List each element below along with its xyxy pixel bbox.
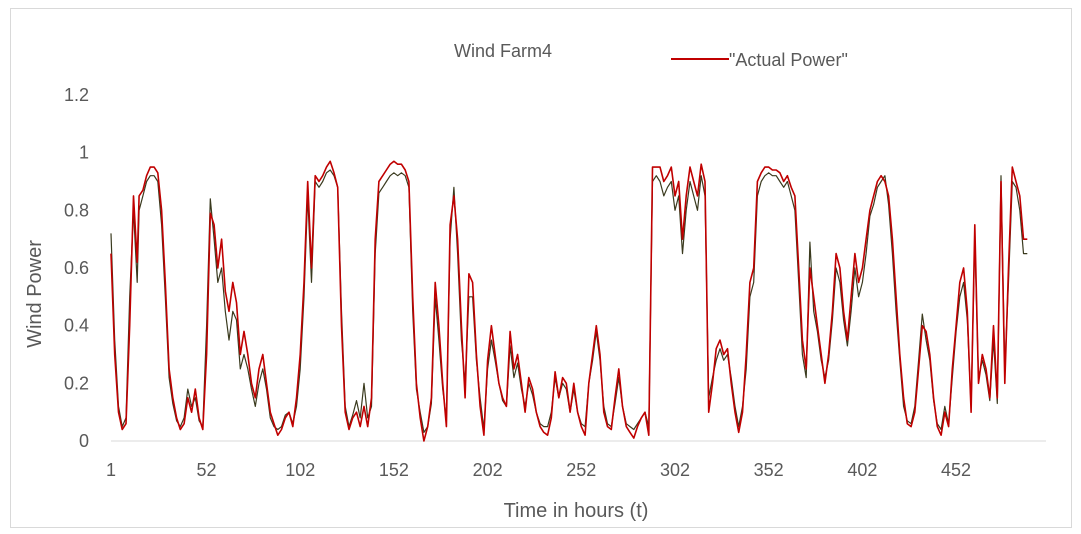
y-tick-label: 0 — [79, 431, 89, 451]
y-tick-label: 0.6 — [64, 258, 89, 278]
y-tick-label: 1 — [79, 143, 89, 163]
x-tick-label: 52 — [197, 460, 217, 480]
x-axis-ticks: 1 52 102 152 202 252 302 352 402 452 — [106, 460, 971, 480]
series-layer — [110, 160, 1028, 442]
x-tick-label: 252 — [566, 460, 596, 480]
series-line-actual-power — [110, 160, 1028, 442]
chart-title: Wind Farm4 — [454, 41, 552, 61]
x-tick-label: 202 — [473, 460, 503, 480]
legend-label-actual-power: "Actual Power" — [729, 50, 848, 70]
chart-frame: Wind Farm4 "Actual Power" Wind Power Tim… — [10, 8, 1072, 528]
x-tick-label: 352 — [754, 460, 784, 480]
legend: "Actual Power" — [671, 50, 848, 70]
x-tick-label: 302 — [660, 460, 690, 480]
y-tick-label: 0.4 — [64, 316, 89, 336]
x-tick-label: 1 — [106, 460, 116, 480]
y-tick-label: 1.2 — [64, 85, 89, 105]
x-axis-label: Time in hours (t) — [504, 500, 649, 522]
x-tick-label: 152 — [379, 460, 409, 480]
y-tick-label: 0.2 — [64, 373, 89, 393]
y-tick-label: 0.8 — [64, 200, 89, 220]
x-tick-label: 402 — [847, 460, 877, 480]
line-chart: Wind Farm4 "Actual Power" Wind Power Tim… — [24, 41, 1046, 522]
y-axis-label: Wind Power — [24, 240, 46, 348]
y-axis-ticks: 0 0.2 0.4 0.6 0.8 1 1.2 — [64, 85, 89, 451]
x-tick-label: 102 — [285, 460, 315, 480]
x-tick-label: 452 — [941, 460, 971, 480]
